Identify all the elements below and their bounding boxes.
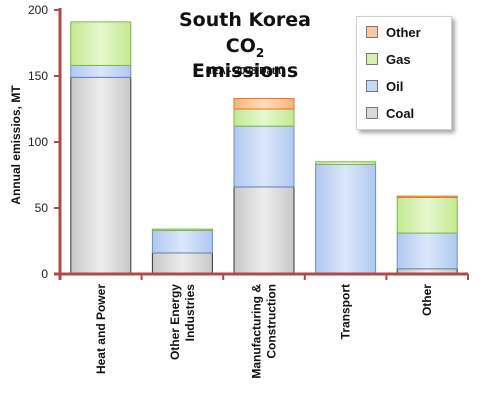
bar-coal-2	[233, 186, 295, 275]
axes-group	[54, 8, 469, 280]
legend-swatch-other	[366, 26, 378, 38]
bar-other-4	[396, 195, 458, 198]
bar-gas-4	[396, 196, 458, 234]
legend-item-coal: Coal	[366, 104, 414, 122]
y-tick-label-1: 50	[35, 201, 49, 215]
chart-subtitle: (IEA - 2008 Data)	[205, 66, 285, 77]
bar-other-2	[233, 97, 295, 110]
legend-item-gas: Gas	[366, 50, 411, 68]
bar-gas-1	[151, 228, 213, 231]
bars-group	[70, 21, 458, 275]
chart-title-subscript: 2	[255, 45, 265, 60]
bar-coal-1	[151, 252, 213, 275]
legend-label-gas: Gas	[386, 51, 411, 67]
y-tick-label-0: 0	[41, 267, 48, 281]
x-tick-label-0-0: Heat and Power	[94, 284, 108, 374]
legend-label-other: Other	[386, 24, 421, 40]
legend-swatch-oil	[366, 80, 378, 92]
bar-oil-4	[396, 232, 458, 270]
chart-title-emissions: Emissions	[191, 59, 299, 82]
bar-gas-3	[315, 161, 377, 165]
x-tick-label-3-0: Transport	[339, 284, 353, 339]
bar-oil-3	[315, 163, 377, 275]
legend-label-oil: Oil	[386, 78, 404, 94]
bar-gas-2	[233, 108, 295, 127]
x-tick-label-2-0: Manufacturing &	[250, 284, 264, 379]
legend-label-coal: Coal	[386, 105, 415, 121]
y-tick-label-3: 150	[28, 69, 48, 83]
y-tick-label-4: 200	[28, 3, 48, 17]
chart-title-co: CO	[225, 35, 256, 57]
legend-swatch-gas	[366, 53, 378, 65]
bar-coal-0	[70, 76, 132, 275]
y-tick-label-2: 100	[28, 135, 48, 149]
x-tick-label-1-1: Industries	[183, 284, 197, 342]
chart-title: South Korea	[178, 9, 311, 31]
legend-item-other: Other	[366, 23, 421, 41]
bar-oil-0	[70, 64, 132, 78]
bar-gas-0	[70, 21, 132, 66]
y-axis-label: Annual emissios, MT	[9, 85, 23, 205]
legend: Other Gas Oil Coal	[356, 16, 452, 130]
legend-swatch-coal	[366, 107, 378, 119]
x-tick-label-1-0: Other Energy	[168, 284, 182, 360]
x-tick-label-2-1: Construction	[265, 284, 279, 359]
bar-oil-1	[151, 229, 213, 254]
y-ticks-group: 0 50 100 150 200	[28, 3, 48, 281]
bar-oil-2	[233, 125, 295, 188]
chart-title-line2: CO2 Emissions	[170, 35, 320, 82]
legend-item-oil: Oil	[366, 77, 403, 95]
x-ticks-group: Heat and Power Other Energy Industries Manu…	[94, 284, 434, 379]
x-tick-label-4-0: Other	[420, 284, 434, 316]
